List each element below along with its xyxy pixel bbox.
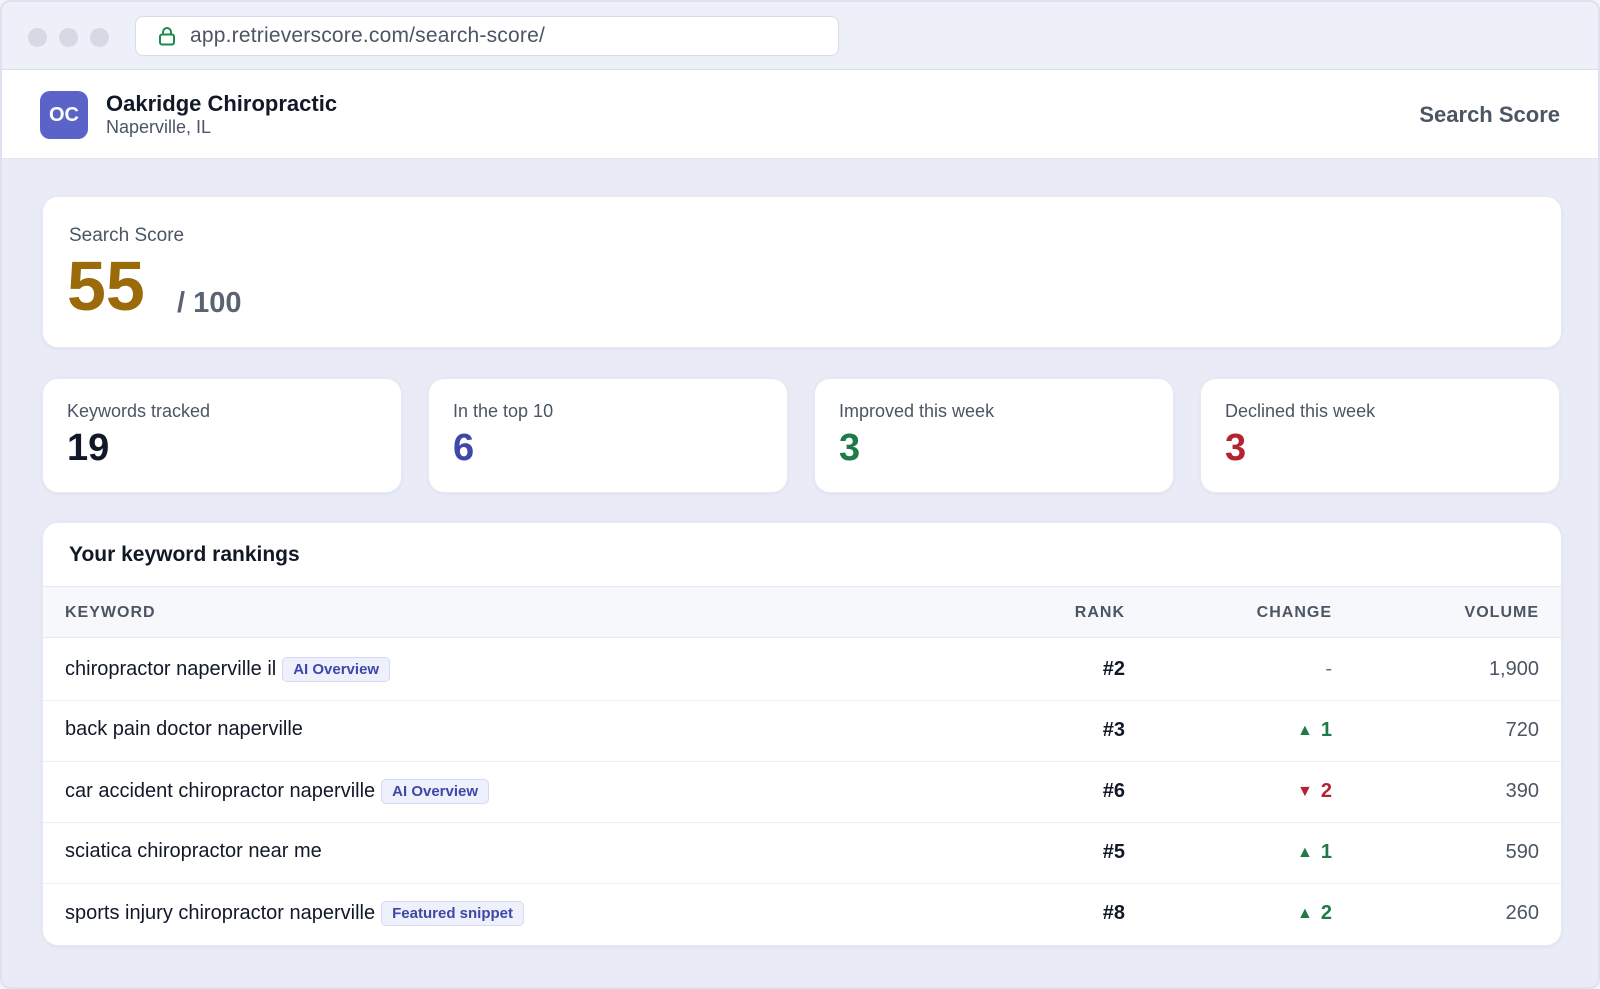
stat-value: 3: [1225, 427, 1247, 469]
column-header-volume[interactable]: VOLUME: [1464, 604, 1539, 621]
keyword-cell: car accident chiropractor naperville AI …: [65, 779, 490, 804]
serp-feature-badge: Featured snippet: [381, 901, 524, 926]
window-minimize-button[interactable]: [59, 28, 78, 47]
table-header: KEYWORD RANK CHANGE VOLUME: [43, 586, 1561, 638]
search-volume: 260: [1505, 902, 1539, 924]
change-value: 2: [1320, 902, 1332, 924]
rank-change: ▲ 2: [1297, 902, 1332, 925]
serp-feature-badge: AI Overview: [282, 657, 391, 682]
change-value: -: [1325, 658, 1332, 680]
table-row[interactable]: chiropractor naperville il AI Overview #…: [43, 639, 1561, 701]
page-title: Search Score: [1419, 102, 1560, 127]
search-volume: 720: [1505, 719, 1539, 741]
rank-value: #5: [1102, 841, 1125, 863]
business-location: Naperville, IL: [106, 117, 212, 137]
address-bar[interactable]: app.retrieverscore.com/search-score/: [135, 16, 839, 56]
column-header-keyword[interactable]: KEYWORD: [65, 604, 156, 621]
rank-value: #6: [1102, 780, 1125, 802]
rank-value: #2: [1102, 658, 1125, 680]
stat-card-improved: Improved this week 3: [814, 378, 1174, 493]
keyword-text: back pain doctor naperville: [65, 718, 303, 740]
serp-feature-badge: AI Overview: [381, 779, 490, 804]
rank-change: ▼ 2: [1297, 780, 1332, 803]
stat-label: In the top 10: [453, 401, 554, 421]
column-header-change[interactable]: CHANGE: [1256, 604, 1332, 621]
score-value: 55: [67, 247, 145, 325]
keyword-cell: sports injury chiropractor naperville Fe…: [65, 901, 524, 926]
table-row[interactable]: back pain doctor naperville #3 ▲ 1 720: [43, 700, 1561, 762]
business-name: Oakridge Chiropractic: [106, 91, 338, 116]
table-row[interactable]: sports injury chiropractor naperville Fe…: [43, 883, 1561, 945]
triangle-up-icon: ▲: [1297, 904, 1313, 922]
stat-label: Declined this week: [1225, 401, 1376, 421]
stat-label: Improved this week: [839, 401, 995, 421]
lock-icon: [159, 27, 175, 46]
stat-value: 3: [839, 427, 861, 469]
triangle-up-icon: ▲: [1297, 721, 1313, 739]
stat-card-keywords-tracked: Keywords tracked 19: [42, 378, 402, 493]
rank-change: ▲ 1: [1297, 719, 1332, 742]
keyword-cell: chiropractor naperville il AI Overview: [65, 657, 391, 682]
keyword-text: chiropractor naperville il: [65, 658, 277, 680]
column-header-rank[interactable]: RANK: [1074, 604, 1125, 621]
stat-card-declined: Declined this week 3: [1200, 378, 1560, 493]
keyword-cell: sciatica chiropractor near me: [65, 840, 322, 863]
keyword-text: car accident chiropractor naperville: [65, 780, 376, 802]
stat-value: 19: [67, 427, 110, 469]
stat-card-top-10: In the top 10 6: [428, 378, 788, 493]
search-volume: 590: [1505, 841, 1539, 863]
search-score-card: Search Score 55 / 100: [42, 196, 1562, 348]
app-header: OC Oakridge Chiropractic Naperville, IL …: [2, 70, 1598, 159]
score-max: / 100: [177, 287, 242, 319]
keyword-text: sciatica chiropractor near me: [65, 840, 322, 862]
change-value: 1: [1320, 841, 1332, 863]
stat-value: 6: [453, 427, 475, 469]
rank-value: #3: [1102, 719, 1125, 741]
change-value: 1: [1320, 719, 1332, 741]
score-label: Search Score: [69, 225, 185, 246]
rankings-title: Your keyword rankings: [69, 543, 300, 566]
rank-value: #8: [1102, 902, 1125, 924]
keyword-rankings-card: Your keyword rankings KEYWORD RANK CHANG…: [42, 522, 1562, 946]
table-row[interactable]: sciatica chiropractor near me #5 ▲ 1 590: [43, 822, 1561, 884]
change-value: 2: [1320, 780, 1332, 802]
url-text[interactable]: app.retrieverscore.com/search-score/: [190, 24, 545, 47]
window-close-button[interactable]: [28, 28, 47, 47]
browser-chrome: app.retrieverscore.com/search-score/: [2, 2, 1598, 70]
search-volume: 390: [1505, 780, 1539, 802]
keyword-text: sports injury chiropractor naperville: [65, 902, 376, 924]
table-row[interactable]: car accident chiropractor naperville AI …: [43, 761, 1561, 823]
rank-change: -: [1325, 658, 1332, 681]
search-volume: 1,900: [1488, 658, 1539, 680]
stat-label: Keywords tracked: [67, 401, 211, 421]
rank-change: ▲ 1: [1297, 841, 1332, 864]
window-maximize-button[interactable]: [90, 28, 109, 47]
keyword-cell: back pain doctor naperville: [65, 718, 303, 741]
triangle-up-icon: ▲: [1297, 843, 1313, 861]
business-avatar: OC: [40, 91, 88, 139]
triangle-down-icon: ▼: [1297, 782, 1313, 800]
